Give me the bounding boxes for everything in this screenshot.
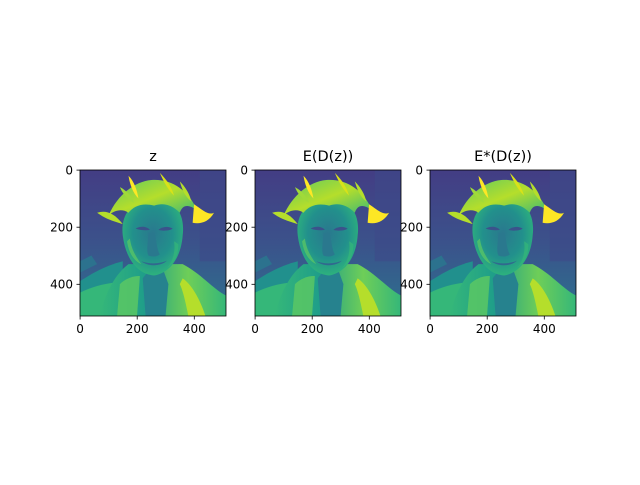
subplot-3-xtick-label: 200 xyxy=(476,322,499,336)
subplot-1-ytick-label: 200 xyxy=(50,221,73,235)
subplot-2-ticks xyxy=(251,169,370,320)
subplot-1-frame xyxy=(79,169,227,317)
subplot-1-ytick-label: 0 xyxy=(65,163,73,177)
subplot-3-xtick-label: 0 xyxy=(426,322,434,336)
subplot-2-xtick-label: 0 xyxy=(251,322,259,336)
subplot-1-ticks xyxy=(76,169,195,320)
subplot-2: E(D(z)) 0 200 400 0 200 400 xyxy=(225,149,402,336)
subplot-3-ytick-label: 0 xyxy=(415,163,423,177)
subplot-3: E*(D(z)) 0 200 400 0 200 400 xyxy=(400,149,577,336)
subplot-1-xtick-label: 400 xyxy=(183,322,206,336)
subplot-1-ytick-label: 400 xyxy=(50,278,73,292)
subplot-3-ticks xyxy=(426,169,545,320)
subplot-2-xtick-label: 200 xyxy=(301,322,324,336)
subplot-1: z 0 200 400 0 200 400 xyxy=(50,149,227,336)
subplot-3-ytick-label: 400 xyxy=(400,278,423,292)
subplot-3-xtick-label: 400 xyxy=(533,322,556,336)
subplot-1-image xyxy=(80,170,226,316)
subplot-2-frame xyxy=(254,169,402,317)
subplot-1-title: z xyxy=(149,149,157,165)
subplot-2-ytick-label: 400 xyxy=(225,278,248,292)
subplot-2-ytick-label: 0 xyxy=(240,163,248,177)
subplot-1-xtick-label: 200 xyxy=(126,322,149,336)
subplot-3-image xyxy=(430,170,576,316)
subplot-2-image xyxy=(255,170,401,316)
subplot-2-xtick-label: 400 xyxy=(358,322,381,336)
subplot-3-title: E*(D(z)) xyxy=(474,149,532,165)
subplot-3-ytick-label: 200 xyxy=(400,221,423,235)
subplot-1-xtick-label: 0 xyxy=(76,322,84,336)
subplot-2-title: E(D(z)) xyxy=(303,149,354,165)
subplot-3-frame xyxy=(429,169,577,317)
subplot-2-ytick-label: 200 xyxy=(225,221,248,235)
